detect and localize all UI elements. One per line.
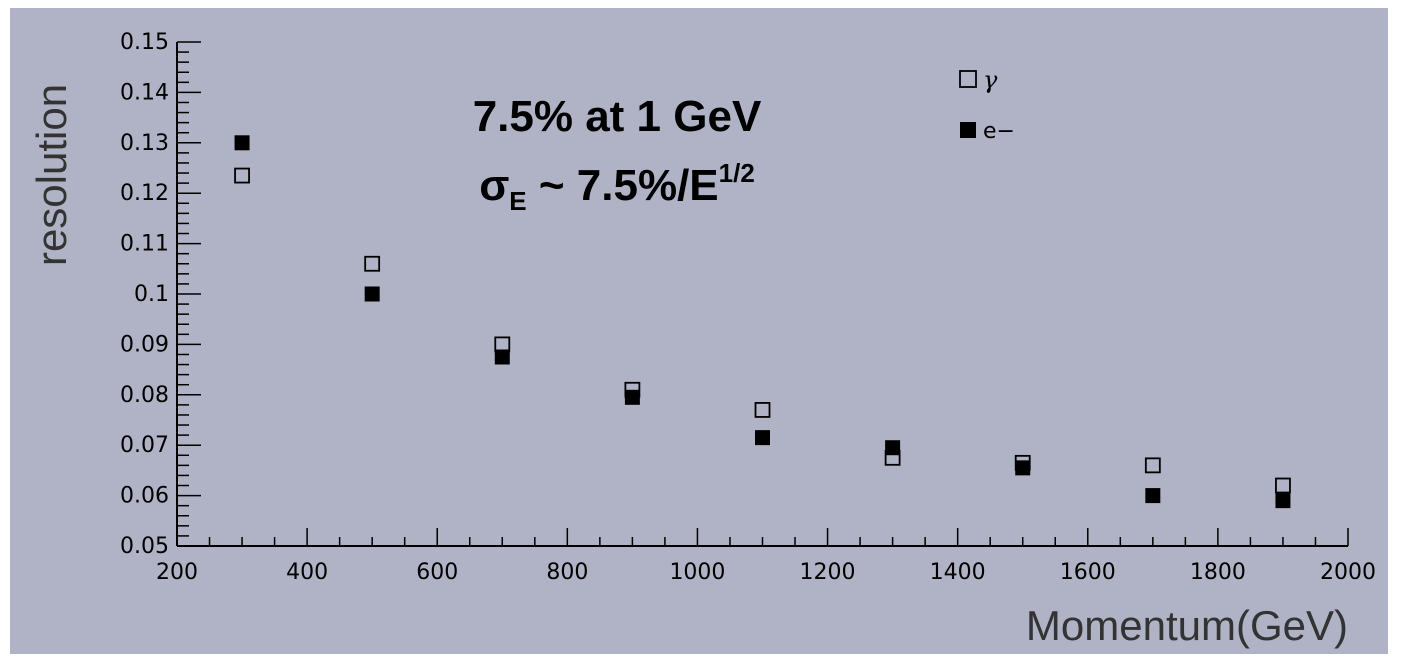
y-tick-label: 0.11: [120, 232, 169, 257]
electron-point: [1275, 493, 1291, 509]
ticks: 0.05 0.06 0.07 0.08 0.09 0.1 0.11 0.12 0.13 0.14 0…: [120, 30, 1376, 585]
electron-point: [234, 135, 250, 151]
electron-point: [1015, 460, 1031, 476]
gamma-point: [1275, 477, 1291, 494]
y-tick-label: 0.12: [120, 181, 169, 206]
y-axis-label: resolution: [28, 84, 75, 266]
electron-point: [755, 430, 770, 446]
x-tick-label: 1800: [1190, 560, 1246, 585]
electron-point: [364, 286, 380, 302]
x-tick-label: 1600: [1060, 560, 1116, 585]
annotation-line1: 7.5% at 1 GeV: [473, 92, 762, 141]
sigma-symbol: σ: [479, 161, 509, 210]
legend: γ e−: [959, 66, 1015, 144]
data-points: [234, 135, 1291, 509]
electron-point: [885, 440, 901, 456]
annotation-line2: σE ~ 7.5%/E1/2: [479, 158, 755, 216]
x-tick-label: 1000: [669, 560, 725, 585]
annotation-formula: ~ 7.5%/E: [527, 161, 719, 210]
electron-point: [1145, 488, 1161, 504]
y-tick-label: 0.06: [120, 484, 169, 509]
y-tick-label: 0.08: [120, 383, 169, 408]
sigma-subscript: E: [509, 186, 526, 216]
electron-point: [624, 389, 640, 405]
legend-label-electron: e−: [983, 119, 1015, 144]
y-tick-label: 0.05: [120, 534, 169, 559]
x-tick-label: 800: [546, 560, 588, 585]
gamma-point: [234, 167, 250, 184]
x-tick-label: 200: [156, 560, 198, 585]
gamma-point: [1144, 457, 1161, 474]
gamma-point: [364, 255, 381, 272]
y-tick-label: 0.1: [134, 282, 169, 307]
x-axis-label: Momentum(GeV): [1026, 602, 1348, 649]
electron-point: [494, 349, 510, 365]
y-tick-label: 0.07: [120, 433, 169, 458]
x-tick-label: 1400: [930, 560, 986, 585]
legend-marker-open-square: [959, 70, 977, 88]
x-tick-label: 600: [416, 560, 458, 585]
x-tick-label: 1200: [800, 560, 856, 585]
legend-label-gamma: γ: [983, 66, 998, 94]
gamma-point: [754, 402, 771, 418]
y-tick-label: 0.13: [120, 131, 169, 156]
y-tick-label: 0.14: [120, 80, 169, 105]
y-tick-label: 0.15: [120, 30, 169, 55]
x-tick-label: 2000: [1320, 560, 1376, 585]
x-tick-label: 400: [286, 560, 328, 585]
legend-marker-filled-square: [960, 122, 976, 138]
formula-superscript: 1/2: [719, 158, 755, 188]
y-tick-label: 0.09: [120, 332, 169, 357]
